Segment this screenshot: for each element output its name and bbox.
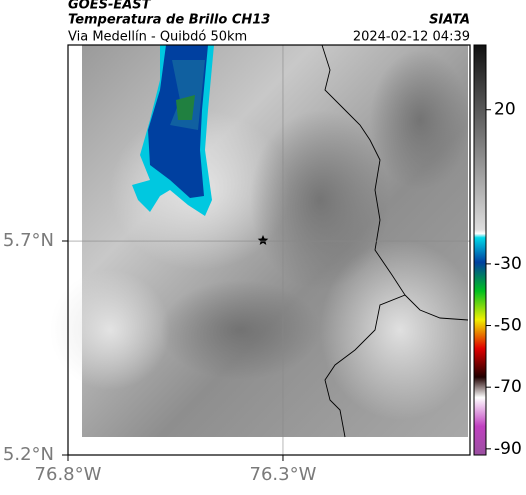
y-tick-label: 5.2°N	[3, 444, 54, 465]
borders	[321, 44, 469, 438]
y-tick-label: 5.7°N	[3, 230, 54, 251]
datetime: 2024-02-12 04:39	[353, 30, 470, 45]
subtitle: Via Medellín - Quibdó 50km	[68, 30, 247, 45]
colorbar-tick-label: -90	[494, 439, 522, 459]
title: Temperatura de Brillo CH13	[68, 13, 270, 28]
colorbar-tick-label: -70	[494, 377, 522, 397]
location-marker	[257, 235, 269, 245]
colorbar	[473, 44, 487, 456]
x-tick-label: 76.8°W	[35, 464, 102, 485]
org: SIATA	[429, 13, 470, 28]
colorbar-tick-label: -30	[494, 254, 522, 274]
x-tick-label: 76.3°W	[250, 464, 317, 485]
satellite-image	[50, 45, 480, 437]
colorbar-tick-label: -50	[494, 316, 522, 336]
map-frame	[67, 44, 471, 456]
colorbar-tick-label: 20	[494, 100, 516, 120]
source: GOES-EAST	[68, 0, 152, 13]
